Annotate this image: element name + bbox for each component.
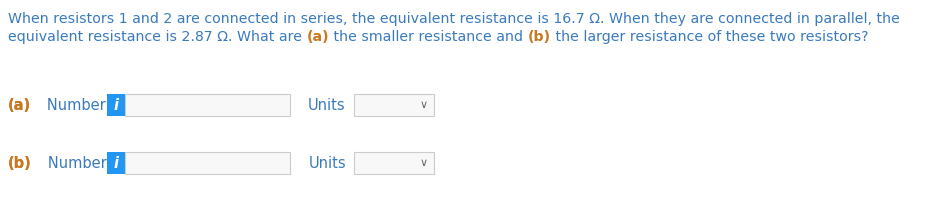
Text: (a): (a) — [307, 30, 329, 44]
Text: (b): (b) — [528, 30, 551, 44]
FancyBboxPatch shape — [125, 152, 291, 174]
FancyBboxPatch shape — [354, 152, 434, 174]
Text: Number: Number — [33, 155, 106, 171]
Text: (b): (b) — [8, 155, 31, 171]
Text: i: i — [114, 97, 119, 113]
FancyBboxPatch shape — [354, 94, 433, 116]
Text: the smaller resistance and: the smaller resistance and — [329, 30, 528, 44]
Text: (a): (a) — [8, 97, 31, 113]
Text: equivalent resistance is 2.87 Ω. What are: equivalent resistance is 2.87 Ω. What ar… — [8, 30, 307, 44]
Text: (b): (b) — [8, 155, 31, 171]
Text: When resistors 1 and 2 are connected in series, the equivalent resistance is 16.: When resistors 1 and 2 are connected in … — [8, 12, 900, 26]
Text: ∨: ∨ — [419, 100, 428, 110]
FancyBboxPatch shape — [125, 94, 290, 116]
Text: ∨: ∨ — [419, 158, 428, 168]
Text: i: i — [114, 155, 119, 171]
FancyBboxPatch shape — [107, 152, 125, 174]
Text: the larger resistance of these two resistors?: the larger resistance of these two resis… — [551, 30, 869, 44]
Text: Number: Number — [33, 97, 106, 113]
Text: Units: Units — [308, 155, 346, 171]
Text: Units: Units — [308, 97, 345, 113]
FancyBboxPatch shape — [107, 94, 125, 116]
Text: (a): (a) — [8, 97, 31, 113]
